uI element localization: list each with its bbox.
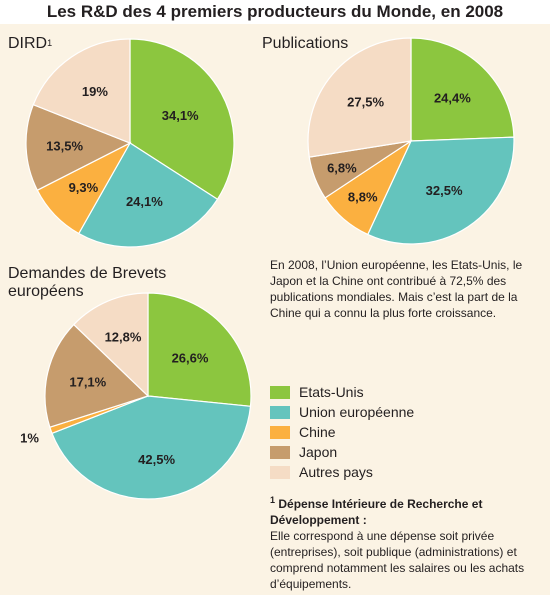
pie-slice-autres-pays <box>32 38 131 144</box>
pie-slice-union-europeenne <box>366 136 515 245</box>
legend-swatch <box>270 385 290 399</box>
pie-slice-union-europeenne <box>51 395 252 500</box>
pie-slice-autres-pays <box>72 292 149 398</box>
slice-label-union-europeenne: 24,1% <box>126 194 163 209</box>
slice-label-autres-pays: 27,5% <box>347 95 384 110</box>
pie-slice-japon <box>25 103 132 192</box>
footnote-heading: 1 Dépense Intérieure de Recherche et Dév… <box>270 492 550 528</box>
footnote-heading-text: Dépense Intérieure de Recherche et Dével… <box>270 497 483 527</box>
slice-label-japon: 17,1% <box>69 375 106 390</box>
pie-slice-union-europeenne <box>77 142 219 248</box>
chart-title-publications: Publications <box>262 35 349 52</box>
legend-label: Union européenne <box>299 404 415 420</box>
slice-label-union-europeenne: 32,5% <box>426 183 463 198</box>
legend-swatch <box>270 425 290 439</box>
pie-slice-etats-unis <box>410 37 515 142</box>
footnote: 1 Dépense Intérieure de Recherche et Dév… <box>270 492 550 592</box>
legend-item-japon: Japon <box>270 442 414 462</box>
legend-label: Japon <box>299 444 338 460</box>
legend-item-autres-pays: Autres pays <box>270 462 414 482</box>
legend-swatch <box>270 405 290 419</box>
slice-label-autres-pays: 12,8% <box>105 330 142 345</box>
slice-label-union-europeenne: 42,5% <box>138 452 175 467</box>
pie-slice-etats-unis <box>147 292 252 407</box>
slice-label-japon: 13,5% <box>46 139 83 154</box>
pie-slice-japon <box>44 323 150 428</box>
legend-item-union-europeenne: Union européenne <box>270 402 414 422</box>
legend-label: Chine <box>299 424 336 440</box>
legend-label: Etats-Unis <box>299 384 364 400</box>
slice-label-chine: 1% <box>20 430 39 445</box>
legend-label: Autres pays <box>299 464 373 480</box>
chart-title-dird: DIRD1 <box>8 35 52 53</box>
legend: Etats-Unis Union européenne Chine Japon … <box>270 382 414 482</box>
legend-item-chine: Chine <box>270 422 414 442</box>
chart-title-brevets-line-2: européens <box>8 283 84 300</box>
slice-label-autres-pays: 19% <box>82 84 108 99</box>
legend-item-etats-unis: Etats-Unis <box>270 382 414 402</box>
slice-label-etats-unis: 34,1% <box>162 108 199 123</box>
publications-note: En 2008, l’Union européenne, les Etats-U… <box>270 258 523 320</box>
footnote-mark: 1 <box>270 495 276 505</box>
footnote-marker: 1 <box>47 38 53 48</box>
slice-label-etats-unis: 26,6% <box>172 351 209 366</box>
footnote-body: Elle correspond à une dépense soit privé… <box>270 529 525 591</box>
slice-label-chine: 9,3% <box>69 180 99 195</box>
page-title: Les R&D des 4 premiers producteurs du Mo… <box>0 0 550 24</box>
slice-label-chine: 8,8% <box>348 190 378 205</box>
legend-swatch <box>270 465 290 479</box>
chart-title-brevets: Demandes de Brevets européens <box>8 265 166 301</box>
chart-title-brevets-line-1: Demandes de Brevets <box>8 265 167 282</box>
chart-title-dird-text: DIRD <box>8 35 48 52</box>
pie-slice-autres-pays <box>307 37 412 158</box>
legend-swatch <box>270 445 290 459</box>
slice-label-japon: 6,8% <box>327 160 357 175</box>
slice-label-etats-unis: 24,4% <box>434 91 471 106</box>
